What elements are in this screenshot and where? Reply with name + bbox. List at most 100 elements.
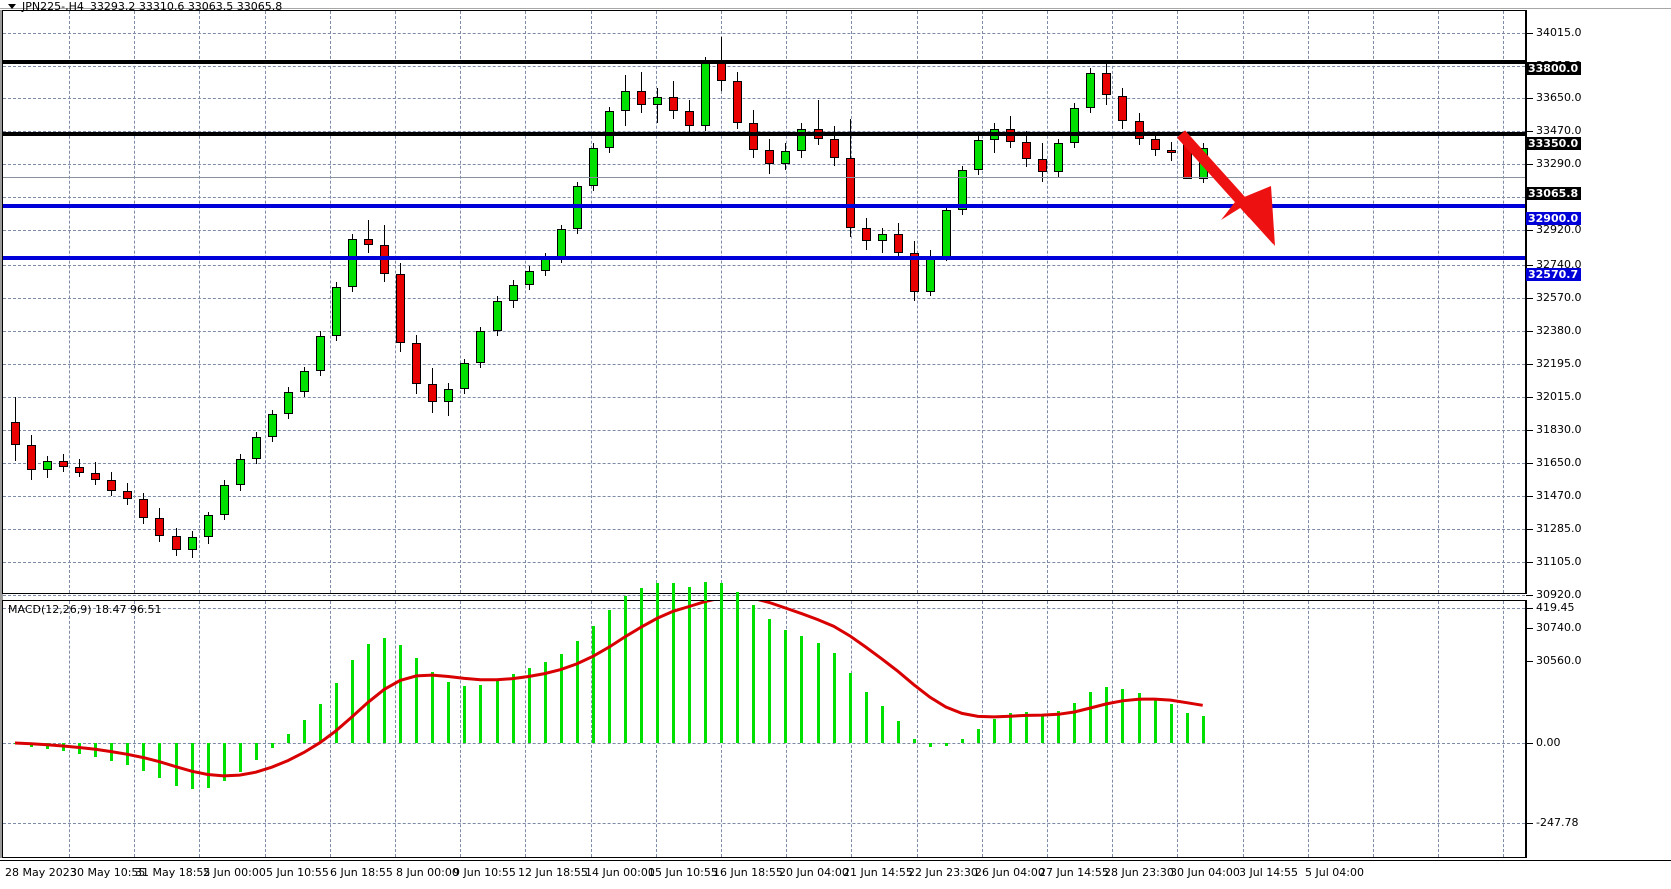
candle-body (572, 186, 582, 230)
macd-histogram-bar (896, 720, 900, 743)
candle-body (283, 392, 293, 415)
macd-histogram-bar (206, 743, 210, 788)
macd-histogram-bar (270, 743, 274, 748)
price-tick: 31470.0 (1526, 489, 1582, 502)
candle-body (187, 537, 197, 550)
price-level-badge[interactable]: 32570.7 (1526, 268, 1582, 281)
macd-histogram-bar (1201, 715, 1205, 743)
macd-histogram-bar (1105, 687, 1109, 743)
macd-histogram-bar (1121, 688, 1125, 743)
price-tick: 32570.0 (1526, 291, 1582, 304)
macd-axis[interactable]: 419.45 0.00 -247.78 (1526, 600, 1671, 858)
time-axis-label: 8 Jun 00:00 (396, 866, 459, 879)
candle-body (11, 422, 20, 445)
candle-body (364, 239, 374, 246)
macd-histogram-bar (736, 591, 740, 743)
candle-body (1182, 142, 1192, 180)
price-chart-panel[interactable] (2, 10, 1526, 662)
time-axis-label: 5 Jul 04:00 (1305, 866, 1364, 879)
time-axis-label: 27 Jun 14:55 (1039, 866, 1109, 879)
symbol-label: JPN225-,H4 (22, 0, 84, 13)
window-top-strip (0, 0, 1671, 9)
candle-body (444, 388, 454, 402)
candle-body (267, 414, 277, 437)
caret-down-icon[interactable] (8, 3, 16, 9)
price-axis[interactable]: 34015.033815.033650.033470.033290.033105… (1526, 10, 1671, 667)
price-tick-label: 33290.0 (1536, 157, 1582, 170)
macd-histogram-bar (543, 662, 547, 743)
price-tick: 32740.0 (1526, 258, 1582, 271)
candle-body (877, 234, 887, 241)
candle-body (155, 518, 165, 536)
candle-body (107, 479, 117, 491)
price-tick-label: 32570.0 (1536, 291, 1582, 304)
candlestick-series (3, 11, 1525, 593)
price-level-badge[interactable]: 33065.8 (1526, 187, 1582, 200)
candle-wick (881, 227, 883, 254)
time-axis-label: 22 Jun 23:30 (908, 866, 978, 879)
macd-histogram-bar (431, 672, 435, 743)
candle-body (59, 460, 69, 468)
candle-body (460, 363, 470, 389)
macd-histogram-bar (399, 644, 403, 743)
price-tick: 31650.0 (1526, 456, 1582, 469)
macd-histogram-bar (1057, 710, 1061, 743)
candle-body (1054, 143, 1064, 173)
macd-panel[interactable] (2, 581, 1526, 858)
candle-body (685, 111, 695, 126)
price-tick-label: 33470.0 (1536, 124, 1582, 137)
macd-histogram-bar (222, 743, 226, 782)
macd-histogram-bar (1137, 692, 1141, 743)
time-axis[interactable]: 28 May 2023 30 May 10:55 31 May 18:55 2 Jun… (0, 860, 1671, 889)
price-level-badge[interactable]: 33350.0 (1526, 137, 1582, 150)
candle-wick (368, 219, 370, 254)
macd-histogram-bar (960, 738, 964, 743)
level-line-resistance[interactable] (3, 131, 1525, 136)
candle-body (171, 535, 181, 550)
candle-body (235, 459, 245, 485)
candle-body (43, 460, 53, 471)
candle-body (91, 472, 101, 480)
time-axis-label: 15 Jun 10:55 (648, 866, 718, 879)
macd-histogram-bar (993, 718, 997, 743)
level-line-support[interactable] (3, 203, 1525, 208)
left-scale-rail (0, 10, 3, 858)
candle-body (123, 490, 133, 499)
level-line-support[interactable] (3, 256, 1525, 261)
candle-body (348, 239, 358, 287)
price-tick: 33650.0 (1526, 91, 1582, 104)
candle-body (957, 170, 967, 211)
time-axis-label: 28 May 2023 (5, 866, 77, 879)
level-line-resistance[interactable] (3, 60, 1525, 65)
candle-body (861, 227, 871, 241)
macd-histogram-bar (254, 743, 258, 761)
price-level-badge[interactable]: 33800.0 (1526, 62, 1582, 75)
candle-body (974, 140, 983, 171)
macd-indicator-label: MACD(12,26,9) 18.47 96.51 (8, 603, 162, 616)
candle-body (396, 274, 406, 343)
candle-body (653, 97, 662, 106)
candle-body (925, 256, 935, 292)
price-tick-label: 31830.0 (1536, 423, 1582, 436)
macd-tick-label: 419.45 (1536, 601, 1575, 614)
macd-histogram-bar (463, 686, 467, 743)
candle-body (1038, 159, 1048, 173)
macd-histogram-bar (1009, 713, 1013, 743)
candle-body (476, 331, 486, 364)
price-tick: 33290.0 (1526, 157, 1582, 170)
candle-body (1086, 73, 1096, 109)
macd-histogram-bar (1169, 704, 1173, 743)
time-axis-label: 31 May 18:55 (135, 866, 211, 879)
level-line-current-price[interactable] (3, 177, 1525, 179)
macd-histogram-bar (1089, 691, 1093, 743)
candle-body (620, 90, 630, 112)
price-level-badge[interactable]: 32900.0 (1526, 212, 1582, 225)
price-tick: 33470.0 (1526, 124, 1582, 137)
price-tick: 31830.0 (1526, 423, 1582, 436)
price-tick: 32195.0 (1526, 357, 1582, 370)
macd-histogram-bar (800, 635, 804, 743)
candle-body (75, 467, 85, 473)
price-tick: 32380.0 (1526, 324, 1582, 337)
candle-body (909, 253, 919, 292)
price-tick: 32015.0 (1526, 390, 1582, 403)
